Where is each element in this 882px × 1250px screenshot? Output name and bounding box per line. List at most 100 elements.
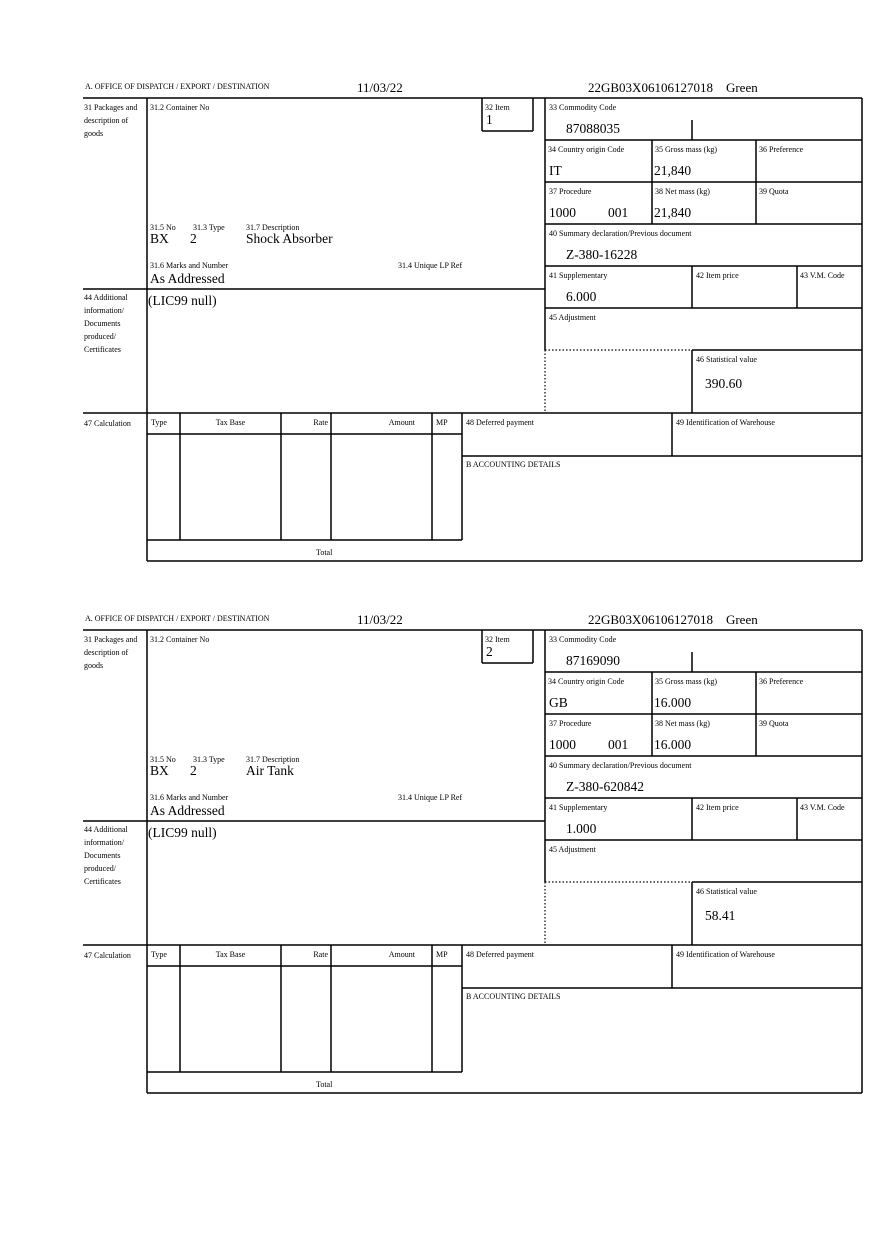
- container-no-label: 31.2 Container No: [150, 103, 210, 112]
- declaration-reference: 22GB03X06106127018 Green: [588, 81, 758, 94]
- quota-label: 39 Quota: [759, 719, 789, 728]
- warehouse-label: 49 Identification of Warehouse: [676, 950, 775, 959]
- net-mass-value: 21,840: [654, 205, 692, 220]
- pkg-no-value: BX: [150, 231, 169, 246]
- additional-info-value: (LIC99 null): [148, 825, 217, 840]
- marks-label: 31.6 Marks and Number: [150, 793, 229, 802]
- item-number: 2: [486, 644, 493, 659]
- packages-label: 31 Packages and description of goods: [84, 103, 138, 138]
- commodity-code-value: 87169090: [566, 653, 620, 668]
- unique-lp-ref-label: 31.4 Unique LP Ref: [398, 793, 463, 802]
- summary-declaration-value: Z-380-620842: [566, 779, 644, 794]
- supplementary-value: 6.000: [566, 289, 597, 304]
- adjustment-label: 45 Adjustment: [549, 313, 596, 322]
- commodity-code-label: 33 Commodity Code: [549, 103, 617, 112]
- office-header-label: A. OFFICE OF DISPATCH / EXPORT / DESTINA…: [85, 614, 270, 623]
- calc-tax-base-header: Tax Base: [215, 950, 246, 959]
- declaration-reference: 22GB03X06106127018 Green: [588, 613, 758, 626]
- additional-info-value: (LIC99 null): [148, 293, 217, 308]
- preference-label: 36 Preference: [759, 677, 804, 686]
- calc-amount-header: Amount: [388, 418, 415, 427]
- procedure-additional-value: 001: [608, 205, 629, 220]
- additional-info-label: 44 Additional information/ Documents pro…: [84, 825, 128, 886]
- net-mass-label: 38 Net mass (kg): [655, 719, 710, 728]
- supplementary-value: 1.000: [566, 821, 597, 836]
- net-mass-value: 16.000: [654, 737, 692, 752]
- declaration-item-1: A. OFFICE OF DISPATCH / EXPORT / DESTINA…: [0, 80, 882, 580]
- quota-label: 39 Quota: [759, 187, 789, 196]
- country-origin-label: 34 Country origin Code: [548, 145, 625, 154]
- country-origin-value: GB: [549, 695, 568, 710]
- calc-amount-header: Amount: [388, 950, 415, 959]
- procedure-value: 1000: [549, 205, 576, 220]
- deferred-payment-label: 48 Deferred payment: [466, 418, 534, 427]
- preference-label: 36 Preference: [759, 145, 804, 154]
- commodity-code-label: 33 Commodity Code: [549, 635, 617, 644]
- description-label: 31.7 Description: [246, 223, 300, 232]
- procedure-label: 37 Procedure: [549, 187, 592, 196]
- country-origin-value: IT: [549, 163, 562, 178]
- calc-mp-header: MP: [436, 950, 448, 959]
- calc-mp-header: MP: [436, 418, 448, 427]
- additional-info-label: 44 Additional information/ Documents pro…: [84, 293, 128, 354]
- calculation-label: 47 Calculation: [84, 951, 131, 960]
- reference-number: 22GB03X06106127018: [588, 612, 713, 627]
- calc-total-label: Total: [316, 548, 333, 557]
- commodity-code-value: 87088035: [566, 121, 620, 136]
- calc-rate-header: Rate: [313, 950, 328, 959]
- calc-tax-base-header: Tax Base: [215, 418, 246, 427]
- statistical-value-label: 46 Statistical value: [696, 887, 757, 896]
- pkg-type-value: 2: [190, 231, 197, 246]
- packages-label: 31 Packages and description of goods: [84, 635, 138, 670]
- procedure-label: 37 Procedure: [549, 719, 592, 728]
- office-header-label: A. OFFICE OF DISPATCH / EXPORT / DESTINA…: [85, 82, 270, 91]
- calc-type-header: Type: [151, 418, 167, 427]
- item-price-label: 42 Item price: [696, 271, 739, 280]
- gross-mass-label: 35 Gross mass (kg): [655, 145, 717, 154]
- pkg-no-value: BX: [150, 763, 169, 778]
- net-mass-label: 38 Net mass (kg): [655, 187, 710, 196]
- warehouse-label: 49 Identification of Warehouse: [676, 418, 775, 427]
- description-label: 31.7 Description: [246, 755, 300, 764]
- pkg-type-value: 2: [190, 763, 197, 778]
- calc-total-label: Total: [316, 1080, 333, 1089]
- statistical-value-label: 46 Statistical value: [696, 355, 757, 364]
- unique-lp-ref-label: 31.4 Unique LP Ref: [398, 261, 463, 270]
- item-label: 32 Item: [485, 103, 510, 112]
- summary-declaration-label: 40 Summary declaration/Previous document: [549, 761, 692, 770]
- pkg-no-label: 31.5 No: [150, 223, 176, 232]
- statistical-value: 390.60: [705, 376, 743, 391]
- route-status: Green: [725, 612, 758, 627]
- supplementary-label: 41 Supplementary: [549, 803, 608, 812]
- country-origin-label: 34 Country origin Code: [548, 677, 625, 686]
- deferred-payment-label: 48 Deferred payment: [466, 950, 534, 959]
- supplementary-label: 41 Supplementary: [549, 271, 608, 280]
- marks-value: As Addressed: [150, 803, 225, 818]
- item-number: 1: [486, 112, 493, 127]
- gross-mass-label: 35 Gross mass (kg): [655, 677, 717, 686]
- adjustment-label: 45 Adjustment: [549, 845, 596, 854]
- gross-mass-value: 21,840: [654, 163, 692, 178]
- statistical-value: 58.41: [705, 908, 736, 923]
- vm-code-label: 43 V.M. Code: [800, 803, 845, 812]
- reference-number: 22GB03X06106127018: [588, 80, 713, 95]
- calculation-label: 47 Calculation: [84, 419, 131, 428]
- calc-rate-header: Rate: [313, 418, 328, 427]
- form-grid-lines: [83, 97, 863, 562]
- procedure-value: 1000: [549, 737, 576, 752]
- description-value: Air Tank: [246, 763, 294, 778]
- calc-type-header: Type: [151, 950, 167, 959]
- declaration-item-2: A. OFFICE OF DISPATCH / EXPORT / DESTINA…: [0, 612, 882, 1112]
- container-no-label: 31.2 Container No: [150, 635, 210, 644]
- marks-label: 31.6 Marks and Number: [150, 261, 229, 270]
- pkg-type-label: 31.3 Type: [193, 755, 225, 764]
- item-price-label: 42 Item price: [696, 803, 739, 812]
- form-grid-lines: [83, 629, 863, 1094]
- summary-declaration-label: 40 Summary declaration/Previous document: [549, 229, 692, 238]
- summary-declaration-value: Z-380-16228: [566, 247, 638, 262]
- marks-value: As Addressed: [150, 271, 225, 286]
- procedure-additional-value: 001: [608, 737, 629, 752]
- vm-code-label: 43 V.M. Code: [800, 271, 845, 280]
- pkg-type-label: 31.3 Type: [193, 223, 225, 232]
- pkg-no-label: 31.5 No: [150, 755, 176, 764]
